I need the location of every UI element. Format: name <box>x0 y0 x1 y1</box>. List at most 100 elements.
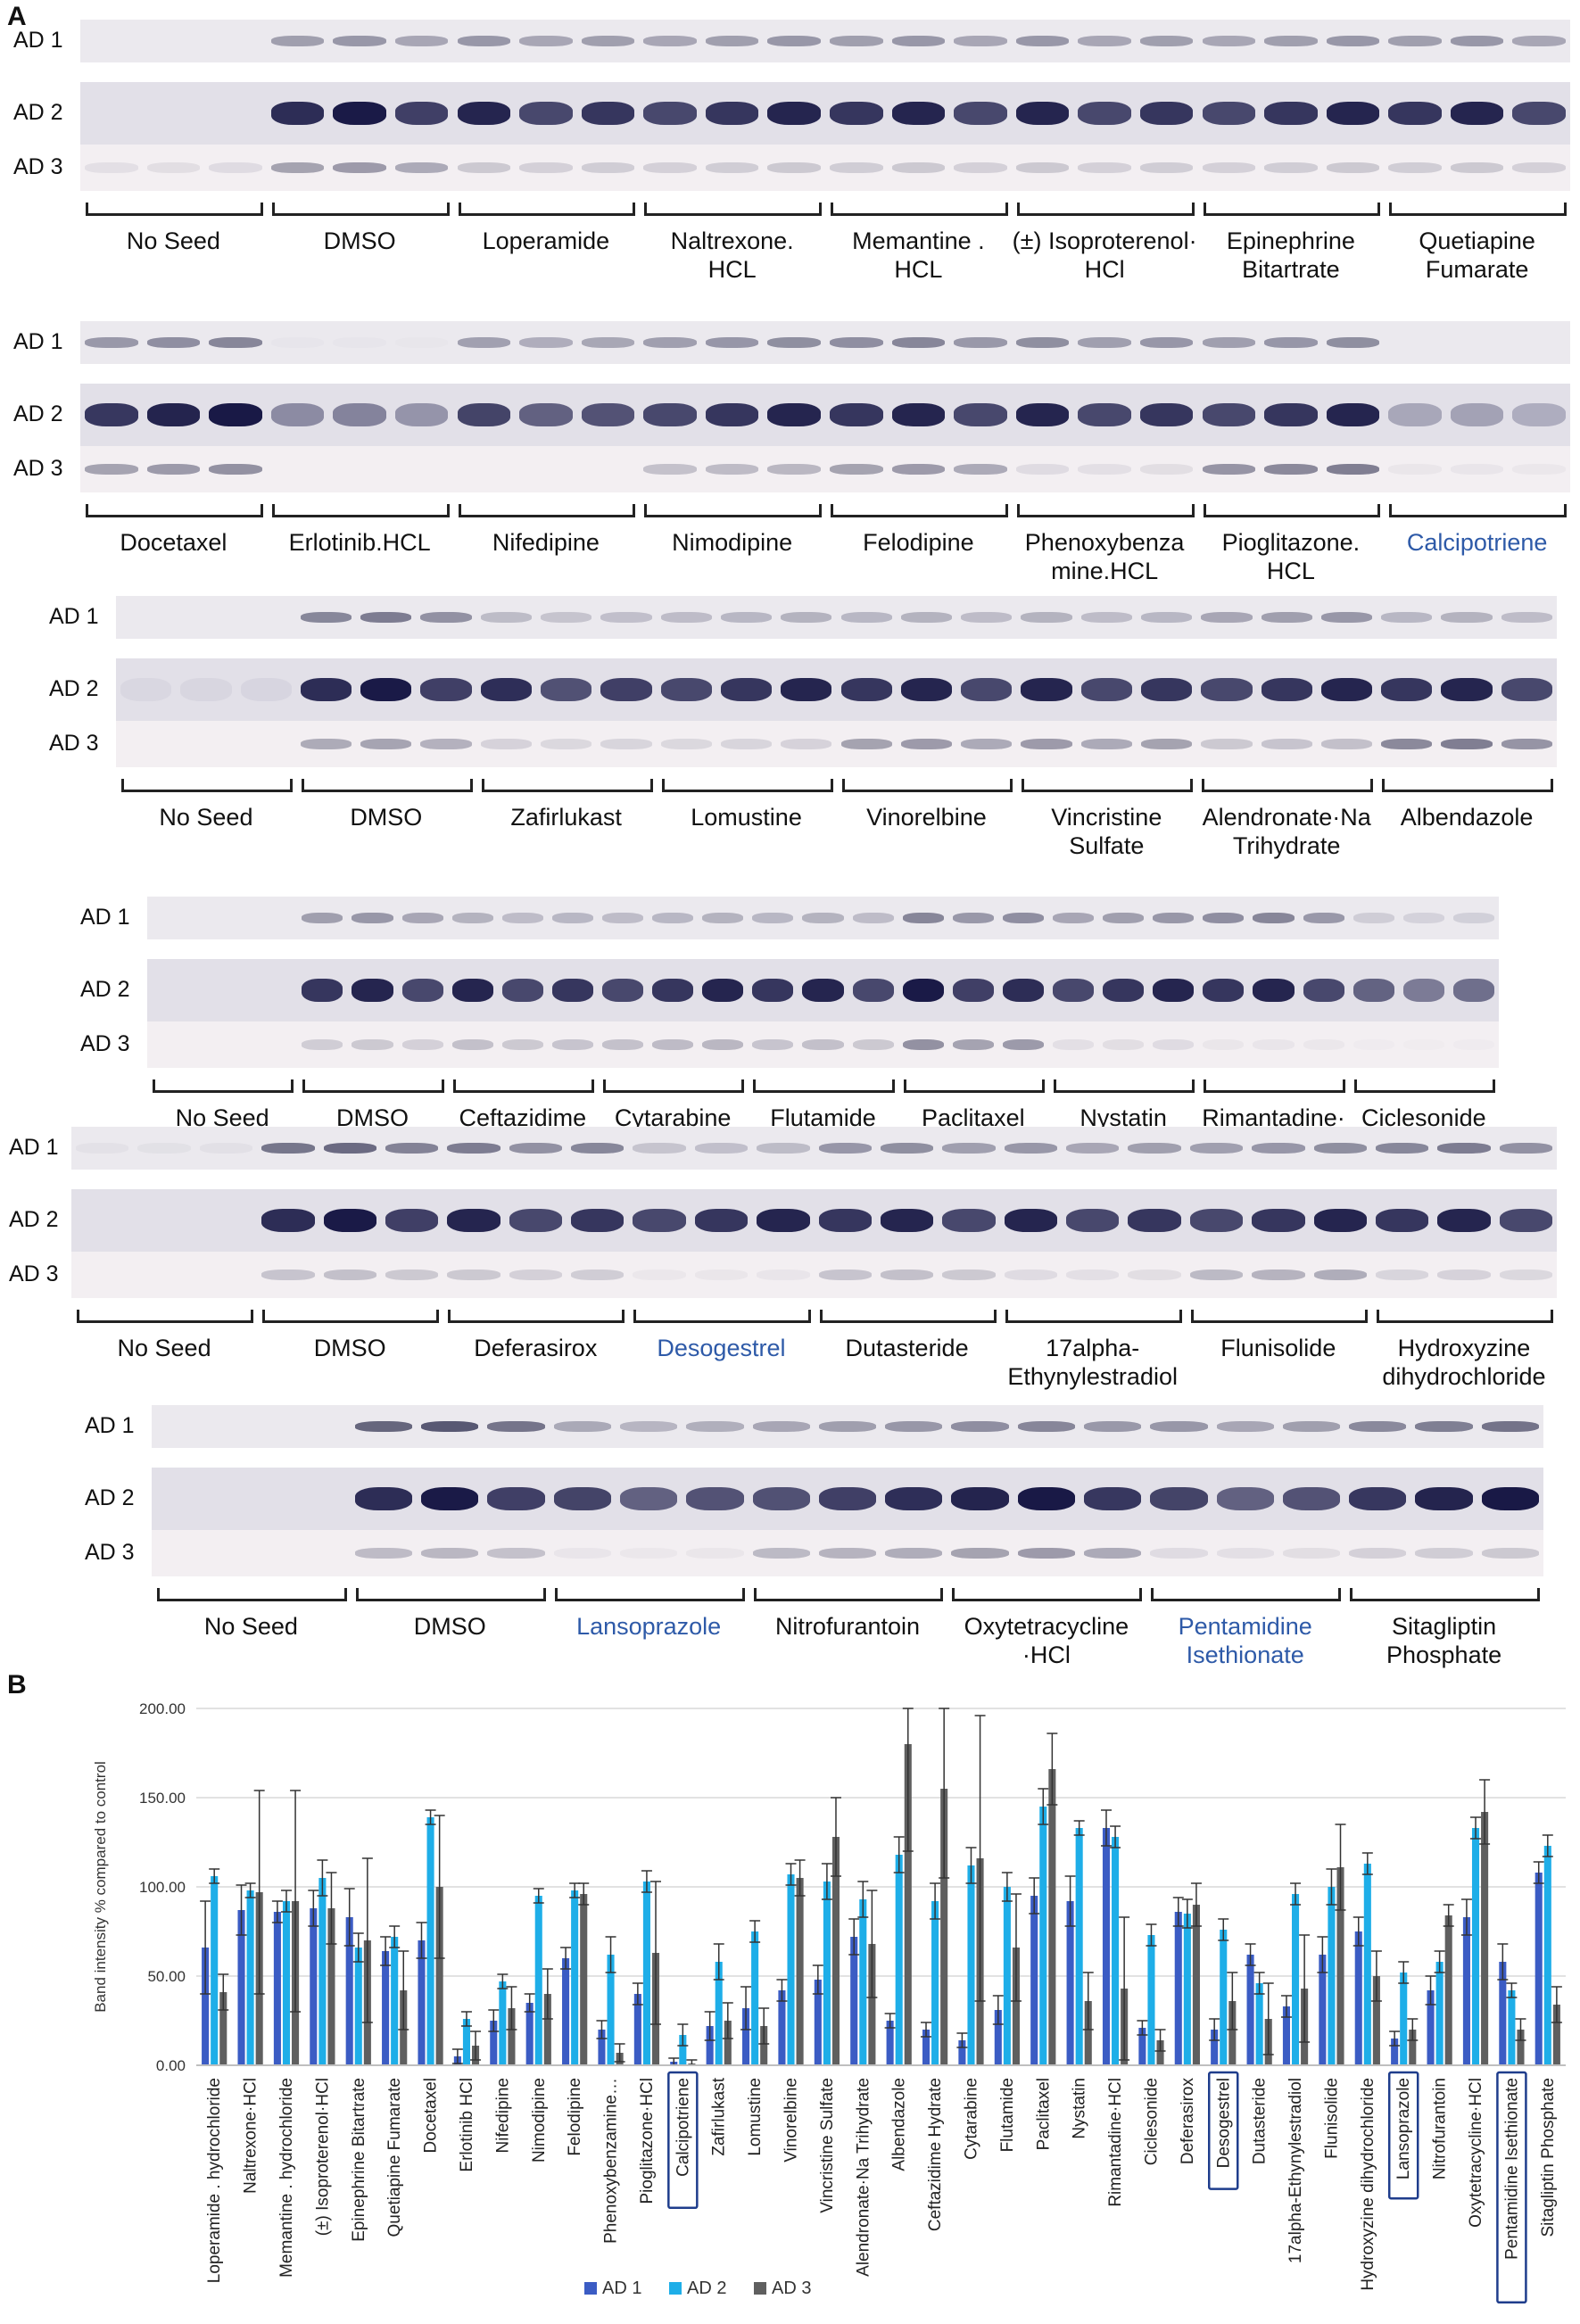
band <box>643 162 697 173</box>
band <box>1153 1039 1195 1050</box>
band <box>1201 678 1253 701</box>
band <box>818 1548 877 1559</box>
band <box>1021 612 1072 623</box>
band <box>209 337 262 348</box>
band <box>1450 36 1504 46</box>
band <box>487 1548 545 1559</box>
band <box>333 102 386 125</box>
bar-ad1 <box>1066 1901 1074 2065</box>
panel-a-letter: A <box>7 2 27 31</box>
band <box>1353 1039 1394 1050</box>
band <box>1402 913 1444 923</box>
band <box>1189 1209 1244 1232</box>
bar-ad1 <box>1174 1912 1182 2065</box>
band <box>818 1421 877 1432</box>
band <box>852 979 894 1002</box>
band <box>1353 913 1394 923</box>
band <box>1017 1487 1075 1510</box>
band <box>1388 162 1442 173</box>
bar-ad2 <box>462 2019 470 2065</box>
band <box>767 102 821 125</box>
group-label: DMSO <box>313 1335 386 1361</box>
bar-ad3 <box>796 1878 804 2065</box>
band <box>880 1143 934 1154</box>
group-label: Sitagliptin Phosphate <box>1386 1613 1502 1668</box>
band <box>553 1548 611 1559</box>
band <box>1252 1270 1305 1280</box>
band <box>694 1270 749 1280</box>
band <box>1441 678 1493 701</box>
band <box>1216 1548 1274 1559</box>
band <box>1004 1143 1057 1154</box>
band <box>1261 739 1312 749</box>
group-bracket <box>1005 1310 1182 1323</box>
band <box>1349 1421 1407 1432</box>
bar-ad2 <box>1400 1973 1408 2065</box>
band <box>686 1548 744 1559</box>
band <box>1320 612 1373 623</box>
band <box>1264 102 1318 125</box>
band <box>1103 979 1145 1002</box>
bar-ad1 <box>814 1980 822 2065</box>
group-bracket <box>1054 1079 1195 1093</box>
band <box>85 337 138 348</box>
group-bracket <box>77 1310 254 1323</box>
band <box>209 464 262 475</box>
band <box>1326 162 1380 173</box>
category-label: Rimantadine·HCl <box>1106 2078 1125 2207</box>
band <box>501 979 543 1002</box>
band <box>961 678 1013 701</box>
band <box>951 1421 1009 1432</box>
band <box>702 913 744 923</box>
band <box>509 1209 562 1232</box>
band <box>818 1270 872 1280</box>
band <box>551 1039 593 1050</box>
group-bracket <box>1353 1079 1495 1093</box>
band <box>519 102 573 125</box>
group-label: (±) Isoproterenol· HCl <box>1012 227 1197 283</box>
band <box>401 1039 443 1050</box>
bar-ad2 <box>1292 1894 1300 2065</box>
bar-ad2 <box>571 1890 579 2065</box>
group-bracket <box>841 779 1013 792</box>
band <box>1313 1209 1367 1232</box>
group-bracket <box>1203 203 1381 216</box>
lane-label-ad2: AD 2 <box>9 1207 59 1232</box>
bar-ad2 <box>607 1955 615 2065</box>
band <box>652 913 694 923</box>
band <box>1264 464 1318 475</box>
band <box>323 1209 376 1232</box>
category-label: Flutamide <box>998 2078 1017 2152</box>
band <box>1066 1270 1120 1280</box>
legend-swatch <box>754 2282 766 2295</box>
band <box>421 1487 479 1510</box>
group-bracket <box>831 504 1008 517</box>
band <box>752 913 794 923</box>
band <box>421 1548 479 1559</box>
group-label: Phenoxybenza mine.HCL <box>1024 529 1185 584</box>
band <box>643 464 697 475</box>
band <box>757 1270 810 1280</box>
band <box>702 979 744 1002</box>
band <box>581 403 635 426</box>
band <box>891 464 946 475</box>
group-label: Epinephrine Bitartrate <box>1226 227 1355 283</box>
group-label: Deferasirox <box>474 1335 598 1361</box>
band <box>1388 464 1442 475</box>
group-bracket <box>952 1588 1143 1601</box>
bar-ad3 <box>327 1908 335 2065</box>
blot-strip-ad3 <box>80 145 1570 191</box>
band <box>395 337 449 348</box>
bar-ad2 <box>391 1937 399 2065</box>
bar-ad3 <box>760 2026 768 2065</box>
band <box>354 1421 413 1432</box>
band <box>600 678 652 701</box>
band <box>1403 1039 1444 1050</box>
bar-ad1 <box>1427 1990 1435 2065</box>
band <box>1499 1209 1552 1232</box>
band <box>385 1209 439 1232</box>
band <box>660 678 712 701</box>
band <box>509 1270 562 1280</box>
category-label: Calcipotriene <box>674 2078 692 2177</box>
band <box>1303 913 1344 923</box>
